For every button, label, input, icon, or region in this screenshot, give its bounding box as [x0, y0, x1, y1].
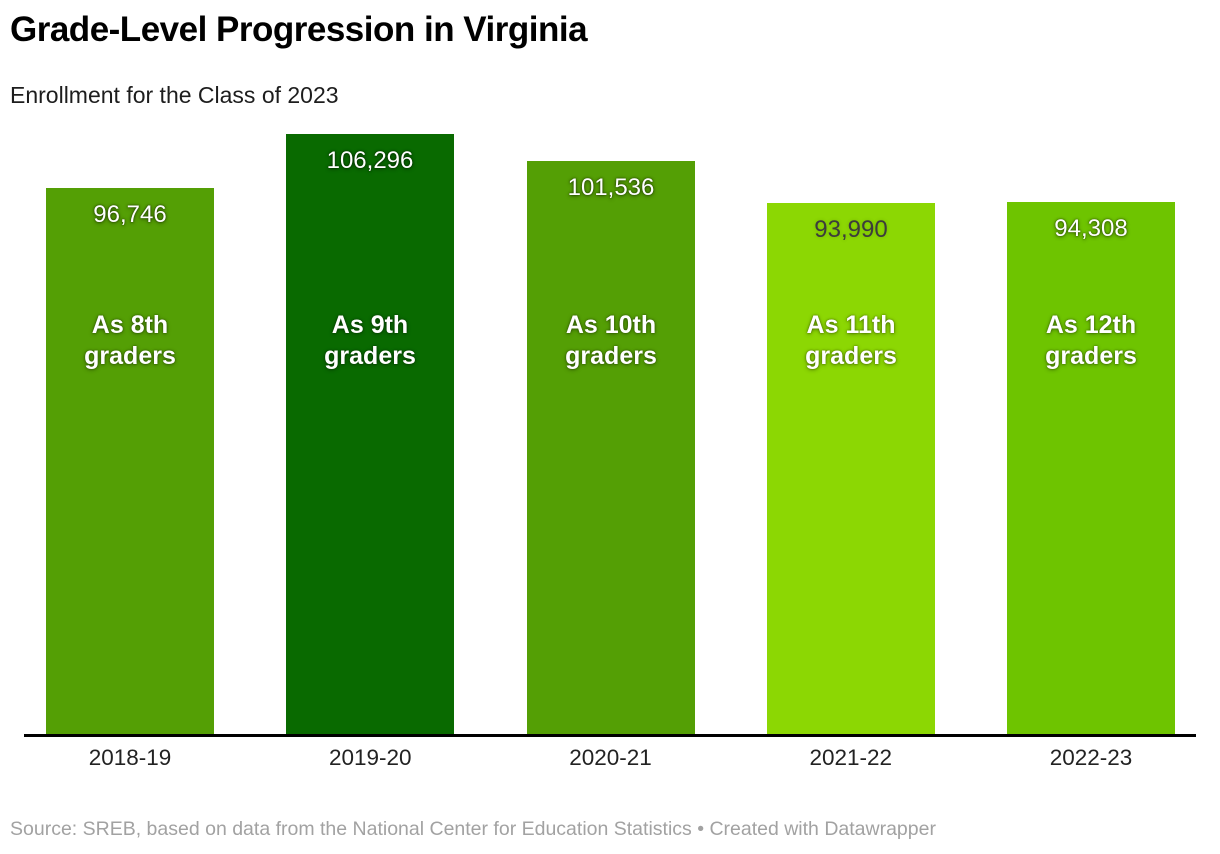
bar-grade-label: As 8th graders	[84, 311, 176, 370]
bar-2021-22: 93,990 As 11th graders	[767, 203, 935, 734]
bar-2022-23: 94,308 As 12th graders	[1007, 202, 1175, 734]
bar-value-label: 106,296	[326, 147, 414, 174]
x-axis-tick-label: 2018-19	[88, 745, 172, 770]
chart-subtitle: Enrollment for the Class of 2023	[10, 82, 339, 108]
x-axis-line	[24, 734, 1196, 737]
x-axis-tick-label: 2020-21	[569, 745, 652, 770]
bar-grade-label: As 12th graders	[1045, 311, 1137, 370]
bar-chart: 96,746 As 8th graders 106,296 As 9th grader…	[24, 134, 1196, 770]
source-attribution: Source: SREB, based on data from the Nat…	[10, 818, 936, 840]
bar-2019-20: 106,296 As 9th graders	[286, 134, 454, 734]
x-axis-tick-label: 2019-20	[328, 745, 412, 770]
bar-2018-19: 96,746 As 8th graders	[46, 188, 214, 734]
bar-value-label: 101,536	[567, 174, 655, 201]
x-axis-tick-label: 2021-22	[809, 745, 893, 770]
bar-2020-21: 101,536 As 10th graders	[527, 161, 695, 734]
bar-value-label: 94,308	[1054, 215, 1128, 242]
bar-value-label: 96,746	[93, 201, 167, 228]
chart-title: Grade-Level Progression in Virginia	[10, 10, 588, 49]
bar-grade-label: As 11th graders	[805, 311, 897, 370]
bar-value-label: 93,990	[814, 216, 888, 243]
bar-grade-label: As 9th graders	[324, 311, 416, 370]
x-axis-tick-label: 2022-23	[1049, 745, 1133, 770]
bar-grade-label: As 10th graders	[565, 311, 657, 370]
